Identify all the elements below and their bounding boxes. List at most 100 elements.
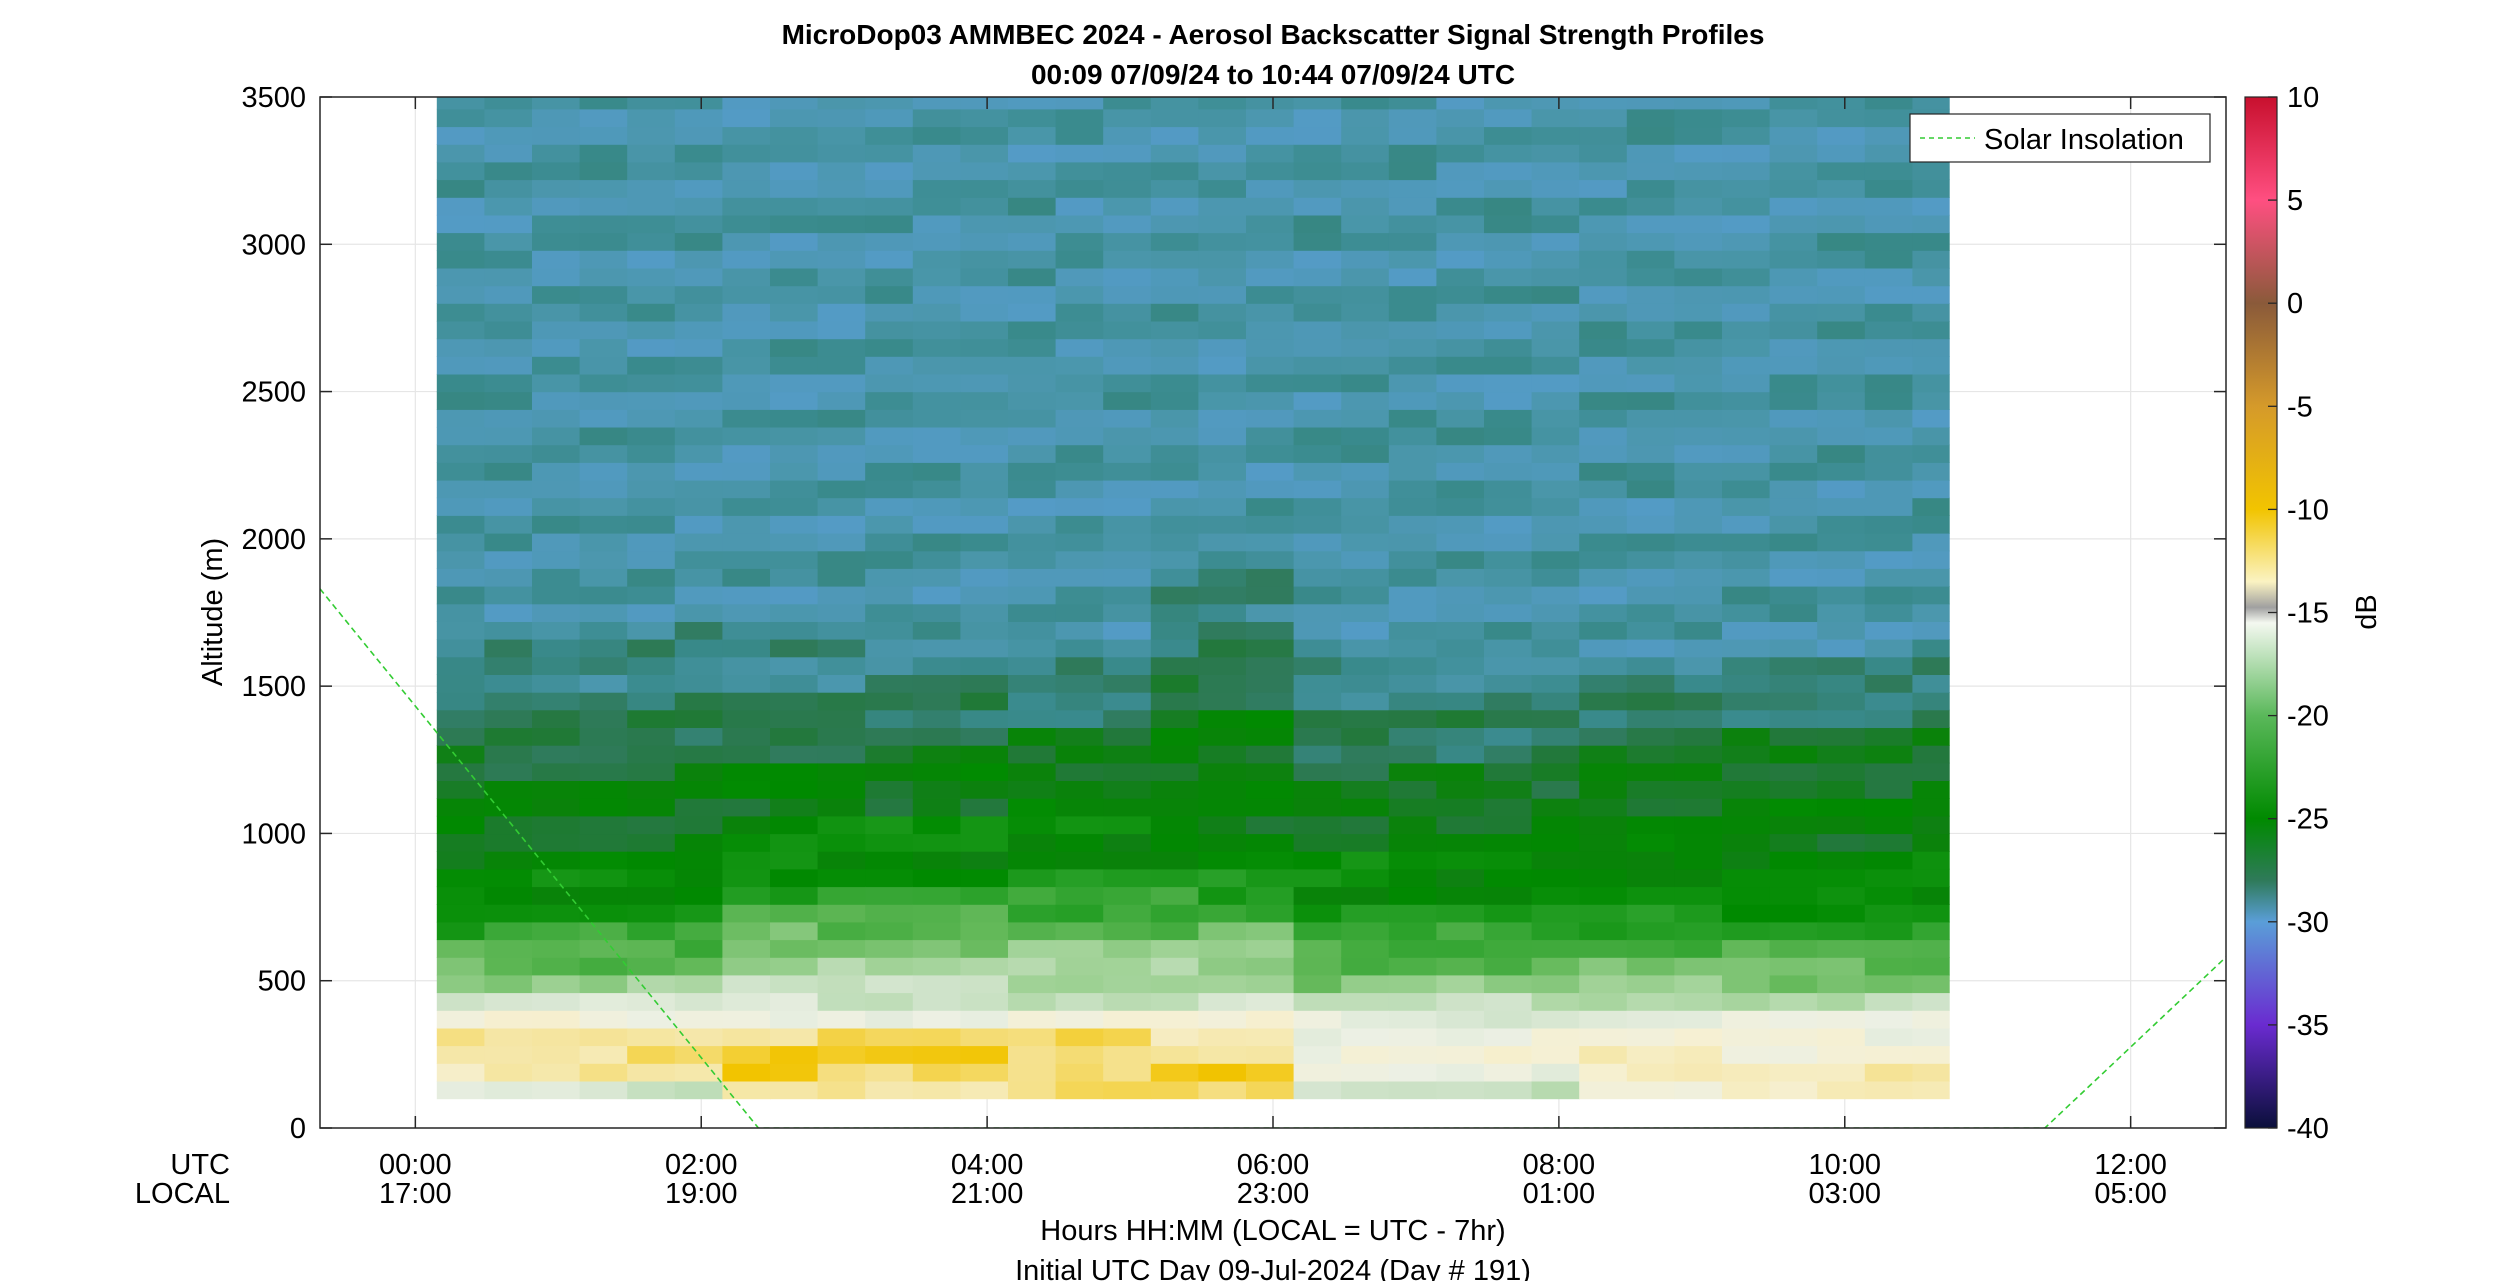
heatmap-cell xyxy=(484,851,533,870)
heatmap-cell xyxy=(1769,409,1818,428)
heatmap-cell xyxy=(436,232,485,251)
heatmap-cell xyxy=(1626,267,1675,287)
heatmap-cell xyxy=(817,1080,866,1100)
heatmap-cell xyxy=(817,1063,866,1082)
heatmap-cell xyxy=(1864,108,1913,128)
heatmap-cell xyxy=(627,373,676,393)
heatmap-cell xyxy=(1817,1045,1866,1064)
heatmap-cell xyxy=(579,197,628,216)
heatmap-cell xyxy=(579,851,628,870)
heatmap-cell xyxy=(1817,144,1866,163)
heatmap-cell xyxy=(1864,250,1913,269)
heatmap-cell xyxy=(1912,250,1950,269)
heatmap-cell xyxy=(1531,692,1580,711)
heatmap-cell xyxy=(1388,108,1437,128)
heatmap-cell xyxy=(1722,692,1771,711)
heatmap-cell xyxy=(1436,497,1485,516)
heatmap-cell xyxy=(722,656,771,675)
heatmap-cell xyxy=(865,568,914,587)
heatmap-cell xyxy=(1246,921,1295,941)
heatmap-cell xyxy=(1722,974,1771,994)
heatmap-cell xyxy=(960,992,1009,1011)
heatmap-cell xyxy=(627,126,676,145)
heatmap-cell xyxy=(1912,391,1950,410)
heatmap-cell xyxy=(1055,1045,1104,1064)
heatmap-cell xyxy=(1674,974,1723,994)
heatmap-cell xyxy=(1293,285,1342,304)
heatmap-cell xyxy=(1055,550,1104,569)
heatmap-cell xyxy=(1246,303,1295,322)
heatmap-cell xyxy=(532,267,581,287)
heatmap-cell xyxy=(770,126,819,145)
heatmap-cell xyxy=(1246,197,1295,216)
heatmap-cell xyxy=(1626,1045,1675,1064)
heatmap-cell xyxy=(1198,1010,1247,1029)
heatmap-cell xyxy=(1817,621,1866,640)
heatmap-cell xyxy=(579,568,628,587)
heatmap-cell xyxy=(532,126,581,145)
heatmap-cell xyxy=(484,692,533,711)
heatmap-cell xyxy=(1436,568,1485,587)
heatmap-cell xyxy=(1103,497,1152,516)
heatmap-cell xyxy=(1436,479,1485,499)
heatmap-cell xyxy=(1484,479,1533,499)
heatmap-cell xyxy=(674,656,723,675)
heatmap-cell xyxy=(674,674,723,693)
heatmap-cell xyxy=(1150,232,1199,251)
heatmap-cell xyxy=(912,409,961,428)
heatmap-cell xyxy=(1341,621,1390,640)
heatmap-cell xyxy=(1008,462,1057,481)
heatmap-cell xyxy=(1388,762,1437,781)
heatmap-cell xyxy=(1626,868,1675,888)
heatmap-cell xyxy=(436,356,485,375)
heatmap-cell xyxy=(436,303,485,322)
heatmap-cell xyxy=(484,409,533,428)
heatmap-cell xyxy=(1103,144,1152,163)
heatmap-cell xyxy=(1484,356,1533,375)
heatmap-cell xyxy=(1674,780,1723,799)
heatmap-cell xyxy=(722,479,771,499)
heatmap-cell xyxy=(865,586,914,605)
heatmap-cell xyxy=(532,621,581,640)
heatmap-cell xyxy=(1008,409,1057,428)
heatmap-cell xyxy=(960,727,1009,746)
heatmap-cell xyxy=(1864,639,1913,658)
heatmap-cell xyxy=(1388,603,1437,622)
heatmap-cell xyxy=(722,373,771,393)
heatmap-cell xyxy=(770,97,819,110)
heatmap-cell xyxy=(865,214,914,234)
y-axis-label: Altitude (m) xyxy=(197,538,229,686)
x-tick-label-local: 21:00 xyxy=(951,1178,1024,1210)
heatmap-cell xyxy=(579,992,628,1011)
heatmap-cell xyxy=(1531,479,1580,499)
heatmap-cell xyxy=(1103,285,1152,304)
heatmap-cell xyxy=(770,745,819,764)
heatmap-cell xyxy=(1769,373,1818,393)
heatmap-cell xyxy=(579,603,628,622)
heatmap-cell xyxy=(1864,992,1913,1011)
heatmap-cell xyxy=(1531,285,1580,304)
heatmap-cell xyxy=(1436,639,1485,658)
heatmap-cell xyxy=(1246,833,1295,852)
heatmap-cell xyxy=(1912,1027,1950,1047)
heatmap-cell xyxy=(1055,97,1104,110)
heatmap-cell xyxy=(1103,320,1152,340)
heatmap-cell xyxy=(1246,815,1295,835)
heatmap-cell xyxy=(722,303,771,322)
heatmap-cell xyxy=(770,497,819,516)
heatmap-cell xyxy=(627,798,676,817)
heatmap-cell xyxy=(1817,886,1866,905)
heatmap-cell xyxy=(1912,656,1950,675)
heatmap-cell xyxy=(1626,1063,1675,1082)
heatmap-cell xyxy=(1626,1080,1675,1100)
heatmap-cell xyxy=(1674,656,1723,675)
heatmap-cell xyxy=(1103,409,1152,428)
heatmap-cell xyxy=(1817,1027,1866,1047)
heatmap-cell xyxy=(1769,621,1818,640)
heatmap-cell xyxy=(1103,179,1152,198)
heatmap-cell xyxy=(770,939,819,958)
heatmap-cell xyxy=(865,727,914,746)
heatmap-cell xyxy=(1484,373,1533,393)
heatmap-cell xyxy=(817,656,866,675)
heatmap-cell xyxy=(1864,426,1913,446)
